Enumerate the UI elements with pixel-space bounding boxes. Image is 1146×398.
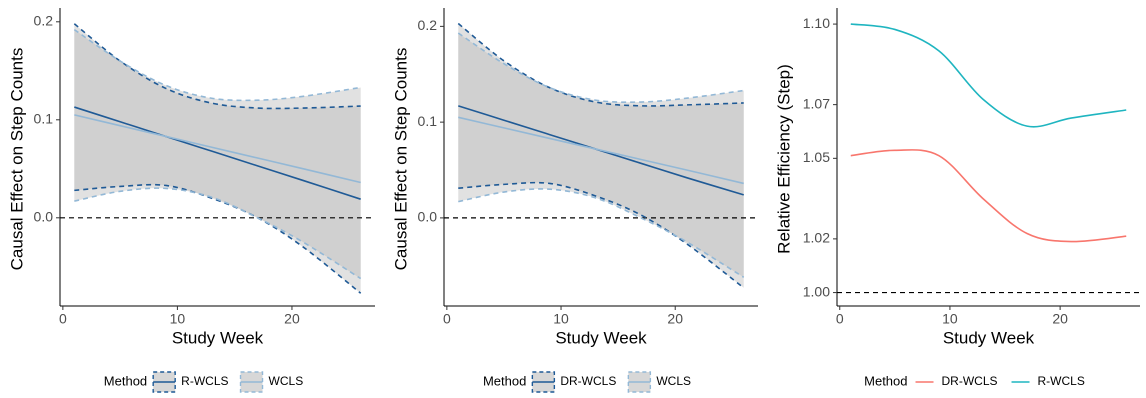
series-line bbox=[850, 149, 1127, 243]
legend-title: Method bbox=[864, 373, 907, 388]
y-axis-title: Relative Efficiency (Step) bbox=[774, 64, 793, 254]
y-tick-label: 0.0 bbox=[34, 209, 54, 225]
y-tick-label: 0.1 bbox=[34, 111, 54, 127]
legend-title: Method bbox=[104, 373, 147, 388]
ci-ribbon bbox=[74, 29, 361, 279]
legend-label: R-WCLS bbox=[181, 374, 228, 388]
legend-label: DR-WCLS bbox=[942, 374, 998, 388]
x-tick-label: 0 bbox=[443, 311, 451, 327]
x-axis-title: Study Week bbox=[943, 328, 1035, 347]
y-tick-label: 1.07 bbox=[803, 95, 830, 111]
x-tick-label: 10 bbox=[942, 311, 958, 327]
ci-bound bbox=[73, 23, 361, 110]
y-axis-title: Causal Effect on Step Counts bbox=[7, 48, 26, 271]
x-axis-title: Study Week bbox=[555, 328, 647, 347]
y-tick-label: 0.1 bbox=[418, 113, 438, 129]
x-tick-label: 20 bbox=[667, 311, 683, 327]
y-tick-label: 0.2 bbox=[418, 17, 438, 33]
legend: Method DR-WCLS WCLS bbox=[483, 371, 691, 393]
x-tick-label: 10 bbox=[553, 311, 569, 327]
y-tick-label: 0.2 bbox=[34, 13, 54, 29]
y-axis-title: Causal Effect on Step Counts bbox=[391, 48, 410, 271]
panel: 1.00 1.02 1.05 1.07 1.10 0 10 20 Study Week Relat… bbox=[774, 8, 1140, 388]
ci-bound bbox=[458, 188, 745, 278]
legend-label: R-WCLS bbox=[1038, 374, 1085, 388]
ci-ribbon bbox=[458, 23, 744, 288]
legend: Method R-WCLS WCLS bbox=[104, 371, 304, 393]
ci-ribbon bbox=[458, 33, 744, 278]
series-line bbox=[458, 116, 744, 185]
series-line bbox=[850, 23, 1127, 128]
series-line bbox=[74, 106, 361, 200]
panel: 0.0 0.1 0.2 0 10 20 Study Week Causal Effect on… bbox=[391, 8, 758, 393]
y-tick-label: 1.02 bbox=[803, 230, 830, 246]
legend-title: Method bbox=[483, 373, 526, 388]
x-tick-label: 20 bbox=[284, 311, 300, 327]
y-tick-label: 1.10 bbox=[803, 15, 830, 31]
legend-label: WCLS bbox=[269, 374, 304, 388]
x-tick-label: 10 bbox=[170, 311, 186, 327]
y-tick-label: 1.00 bbox=[803, 283, 830, 299]
x-tick-label: 0 bbox=[836, 311, 844, 327]
panel: 0.0 0.1 0.2 0 10 20 Study Week Causal Effect on… bbox=[7, 8, 375, 393]
ci-bound bbox=[458, 181, 745, 289]
ci-bound bbox=[457, 32, 744, 103]
ci-bound bbox=[73, 28, 361, 102]
ci-ribbon bbox=[74, 23, 361, 294]
x-tick-label: 0 bbox=[59, 311, 67, 327]
x-axis-title: Study Week bbox=[172, 328, 264, 347]
ci-bound bbox=[74, 187, 362, 280]
y-tick-label: 0.0 bbox=[418, 209, 438, 225]
ci-bound bbox=[74, 183, 362, 294]
legend-label: DR-WCLS bbox=[560, 374, 616, 388]
x-tick-label: 20 bbox=[1052, 311, 1068, 327]
y-tick-label: 1.05 bbox=[803, 149, 830, 165]
series-line bbox=[74, 114, 361, 184]
legend-label: WCLS bbox=[656, 374, 691, 388]
legend: Method DR-WCLS R-WCLS bbox=[864, 373, 1085, 388]
